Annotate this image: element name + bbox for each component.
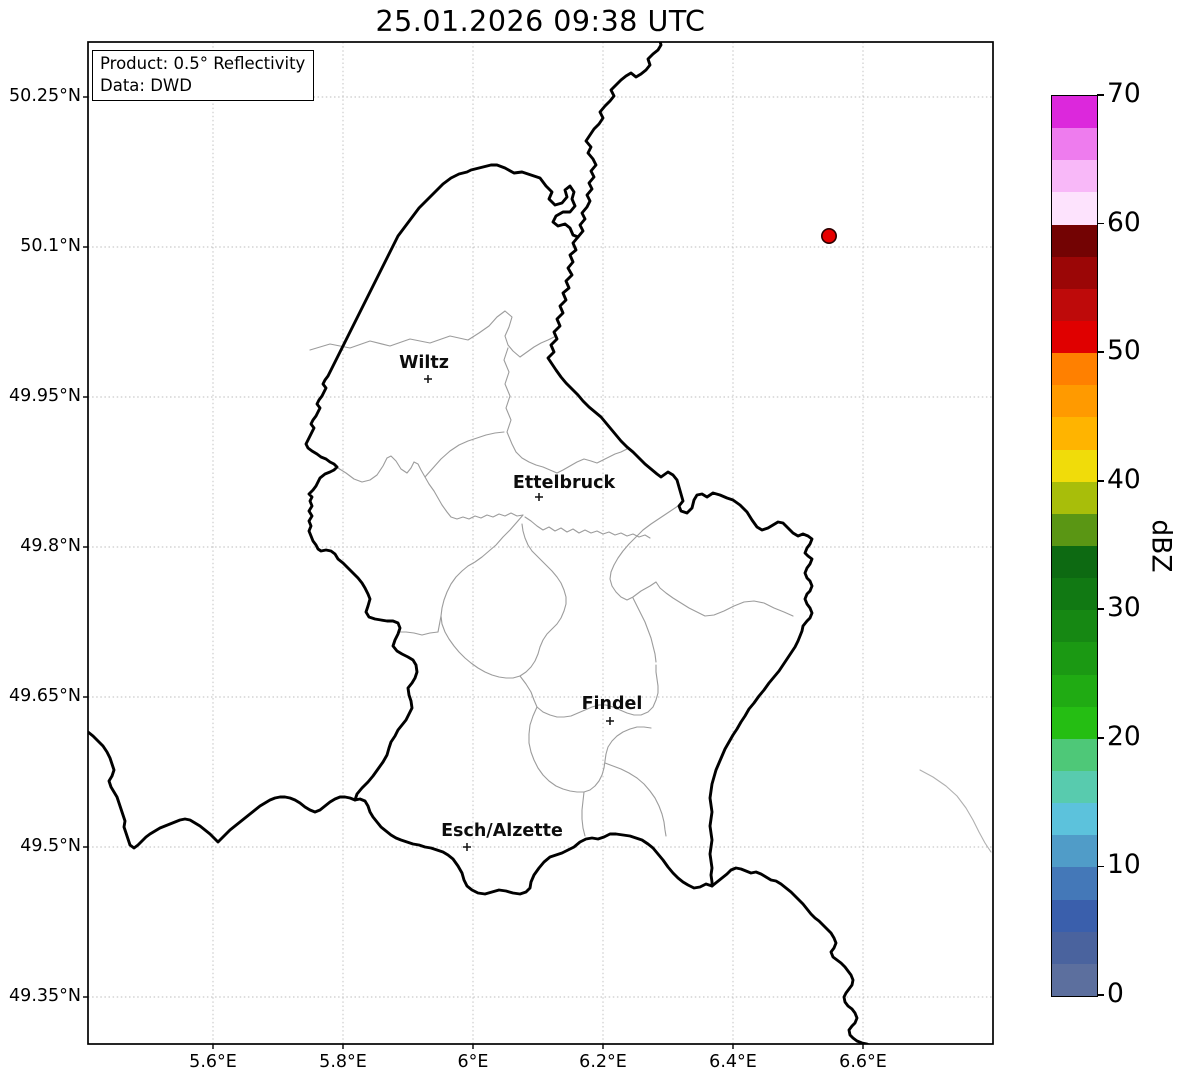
- y-tick-label: 49.8°N: [20, 536, 81, 556]
- city-marker: [463, 843, 471, 851]
- colorbar-tick-label: 50: [1107, 335, 1141, 367]
- city-annotations: Wiltz Ettelbruck Findel Esch/Alzette: [399, 353, 642, 851]
- colorbar-segment: [1052, 770, 1097, 804]
- colorbar-tick-mark: [1097, 994, 1104, 996]
- plot-frame: [87, 41, 994, 1045]
- colorbar-tick-mark: [1097, 479, 1104, 482]
- plot-title: 25.01.2026 09:38 UTC: [375, 5, 706, 38]
- city-label: Esch/Alzette: [441, 821, 563, 841]
- colorbar-segment: [1052, 738, 1097, 771]
- colorbar-unit-label: dBZ: [1145, 519, 1177, 573]
- canton-borders: [309, 310, 992, 853]
- city-marker: [535, 493, 543, 501]
- y-tick-label: 49.65°N: [9, 686, 81, 706]
- city-marker: [424, 375, 432, 383]
- y-tick-label: 49.5°N: [20, 836, 81, 856]
- colorbar-segment: [1052, 160, 1097, 193]
- colorbar-segment: [1052, 96, 1097, 129]
- radar-site-marker: [820, 228, 837, 245]
- colorbar-segment: [1052, 867, 1097, 900]
- y-tick-label: 50.1°N: [20, 236, 81, 256]
- city-label: Wiltz: [399, 353, 449, 373]
- colorbar-segment: [1052, 449, 1097, 482]
- colorbar-segment: [1052, 256, 1097, 289]
- y-tick-label: 50.25°N: [9, 86, 81, 106]
- france-belgium-border: [88, 730, 357, 850]
- colorbar-segment: [1052, 835, 1097, 868]
- colorbar-tick-label: 30: [1107, 592, 1141, 624]
- city-label: Ettelbruck: [513, 473, 616, 493]
- data-source-line: Data: DWD: [100, 76, 192, 95]
- y-tick-label: 49.35°N: [9, 986, 81, 1006]
- colorbar-segment: [1052, 288, 1097, 321]
- colorbar-segment: [1052, 642, 1097, 675]
- colorbar-segment: [1052, 320, 1097, 354]
- colorbar-segment: [1052, 545, 1097, 579]
- colorbar-segment: [1052, 578, 1097, 611]
- colorbar-segment: [1052, 963, 1097, 996]
- colorbar-tick-label: 10: [1107, 849, 1141, 881]
- colorbar-segment: [1052, 385, 1097, 418]
- colorbar-segment: [1052, 353, 1097, 386]
- colorbar-segment: [1052, 513, 1097, 546]
- luxembourg-outline: [304, 163, 814, 896]
- colorbar-tick-label: 20: [1107, 720, 1141, 752]
- colorbar-tick-mark: [1097, 351, 1104, 353]
- colorbar-tick-label: 0: [1107, 978, 1124, 1009]
- colorbar-segment: [1052, 931, 1097, 964]
- x-tick-label: 6.2°E: [579, 1052, 627, 1072]
- colorbar-tick-mark: [1097, 737, 1104, 739]
- colorbar-tick-label: 60: [1107, 206, 1141, 238]
- colorbar-tick-label: 40: [1107, 463, 1141, 495]
- colorbar-segment: [1052, 128, 1097, 161]
- colorbar-segment: [1052, 417, 1097, 450]
- graticule-gridlines: [88, 42, 993, 1044]
- colorbar-segment: [1052, 224, 1097, 257]
- colorbar-tick-mark: [1097, 865, 1104, 868]
- product-info-box: Product: 0.5° Reflectivity Data: DWD: [92, 50, 315, 101]
- colorbar-segment: [1052, 610, 1097, 643]
- x-tick-label: 5.6°E: [189, 1052, 237, 1072]
- colorbar-segment: [1052, 481, 1097, 514]
- colorbar-segment: [1052, 706, 1097, 739]
- colorbar-tick-mark: [1097, 608, 1104, 611]
- city-label: Findel: [582, 694, 643, 714]
- x-tick-label: 6.4°E: [709, 1052, 757, 1072]
- colorbar-segment: [1052, 899, 1097, 932]
- colorbar-segment: [1052, 192, 1097, 225]
- radar-dot: [820, 228, 837, 245]
- reflectivity-colorbar: [1051, 95, 1098, 997]
- x-tick-label: 5.8°E: [319, 1052, 367, 1072]
- city-marker: [606, 717, 614, 725]
- product-info-line: Product: 0.5° Reflectivity: [100, 54, 306, 73]
- colorbar-segment: [1052, 803, 1097, 836]
- colorbar-tick-mark: [1097, 94, 1104, 96]
- y-tick-label: 49.95°N: [9, 386, 81, 406]
- colorbar-segment: [1052, 674, 1097, 707]
- colorbar-tick-label: 70: [1107, 78, 1141, 109]
- belgium-germany-border: [576, 42, 663, 239]
- x-tick-label: 6°E: [457, 1052, 489, 1072]
- colorbar-tick-mark: [1097, 222, 1104, 225]
- x-tick-label: 6.6°E: [839, 1052, 887, 1072]
- france-germany-border: [710, 866, 871, 1044]
- axis-tick-marks: [83, 96, 864, 1049]
- country-borders: [88, 42, 871, 1044]
